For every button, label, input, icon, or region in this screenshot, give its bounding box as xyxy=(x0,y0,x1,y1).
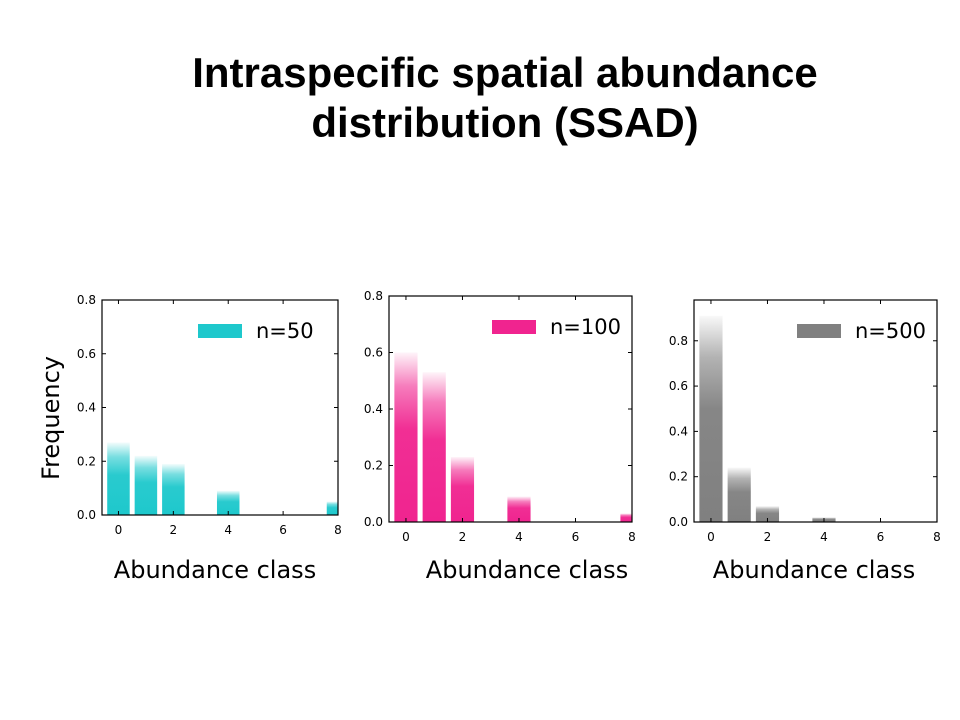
x-axis-label-3: Abundance class xyxy=(712,556,916,584)
x-tick-label: 8 xyxy=(628,530,636,544)
x-tick-label: 8 xyxy=(933,530,941,544)
bar-2 xyxy=(450,457,475,522)
x-tick-label: 4 xyxy=(224,523,232,537)
bar-4 xyxy=(507,496,531,522)
bar-1 xyxy=(727,467,751,522)
y-tick-label: 0.2 xyxy=(77,454,96,468)
y-tick-label: 0.2 xyxy=(364,459,383,473)
legend-label: n=500 xyxy=(855,319,926,343)
legend-swatch xyxy=(797,324,841,338)
bar-0 xyxy=(699,315,723,522)
y-tick-label: 0.6 xyxy=(77,347,96,361)
x-tick-label: 0 xyxy=(707,530,715,544)
y-tick-label: 0.8 xyxy=(669,334,688,348)
plot-frame xyxy=(693,299,938,523)
y-tick-label: 0.8 xyxy=(364,289,383,303)
chart-panel-3: 0.0 0.2 0.4 0.6 0.8 0 2 4 6 8 n=500 xyxy=(669,299,941,544)
bar-2 xyxy=(755,506,780,522)
bar-4 xyxy=(216,490,240,515)
y-tick-label: 0.6 xyxy=(364,346,383,360)
x-tick-label: 8 xyxy=(334,523,342,537)
y-tick-label: 0.6 xyxy=(669,379,688,393)
y-tick-label: 0.2 xyxy=(669,470,688,484)
y-axis-label: Frequency xyxy=(37,356,65,480)
x-tick-label: 4 xyxy=(820,530,828,544)
chart-panel-2: 0.0 0.2 0.4 0.6 0.8 0 2 4 6 8 n=100 xyxy=(364,289,636,544)
x-tick-label: 6 xyxy=(572,530,580,544)
x-axis-label-1: Abundance class xyxy=(113,556,317,584)
slide-title-line-2: distribution (SSAD) xyxy=(311,99,699,146)
y-tick-label: 0.4 xyxy=(669,424,688,438)
x-tick-label: 6 xyxy=(877,530,885,544)
x-tick-label: 6 xyxy=(279,523,287,537)
slide-title-line-1: Intraspecific spatial abundance xyxy=(192,49,818,96)
x-tick-label: 2 xyxy=(459,530,467,544)
bar-2 xyxy=(162,463,185,515)
bar-0 xyxy=(394,352,418,522)
x-axis-label-2: Abundance class xyxy=(425,556,629,584)
x-tick-label: 0 xyxy=(402,530,410,544)
bar-8 xyxy=(620,513,632,522)
y-tick-label: 0.0 xyxy=(364,515,383,529)
legend-swatch xyxy=(198,324,242,338)
x-tick-label: 4 xyxy=(515,530,523,544)
x-tick-label: 2 xyxy=(764,530,772,544)
bar-8 xyxy=(326,501,338,515)
x-tick-label: 2 xyxy=(170,523,178,537)
bar-1 xyxy=(422,372,446,522)
x-tick-label: 0 xyxy=(115,523,123,537)
y-tick-label: 0.4 xyxy=(364,402,383,416)
legend-swatch xyxy=(492,320,536,334)
y-tick-label: 0.8 xyxy=(77,293,96,307)
y-tick-label: 0.4 xyxy=(77,401,96,415)
slide-title: Intraspecific spatial abundance distribu… xyxy=(0,48,960,148)
y-tick-label: 0.0 xyxy=(77,508,96,522)
bar-0 xyxy=(107,442,130,515)
bar-1 xyxy=(134,455,158,515)
legend-label: n=100 xyxy=(550,315,621,339)
y-tick-label: 0.0 xyxy=(669,515,688,529)
legend-label: n=50 xyxy=(256,319,314,343)
chart-panel-1: 0.0 0.2 0.4 0.6 0.8 0 2 4 6 8 n=50 xyxy=(77,293,342,537)
